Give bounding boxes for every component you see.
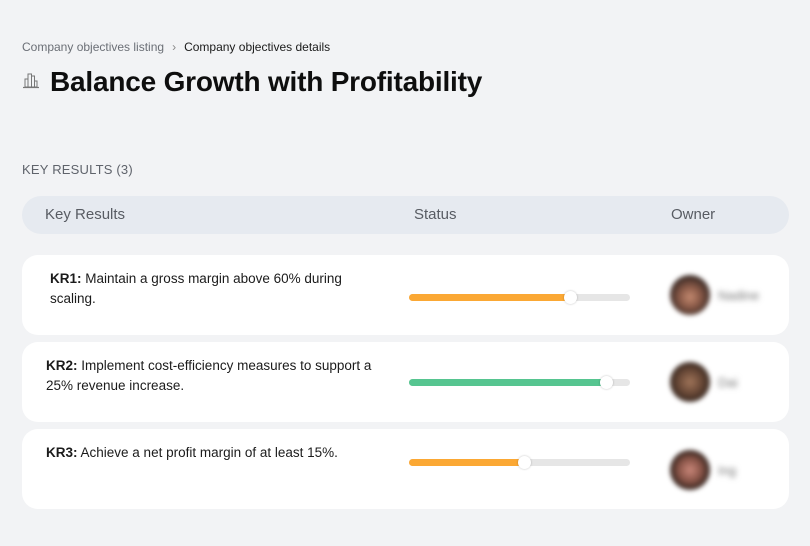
progress-knob — [517, 456, 531, 469]
avatar — [670, 450, 710, 490]
owner-name: Ing — [718, 462, 737, 478]
avatar — [670, 362, 710, 402]
owner-name: Nadine — [718, 287, 760, 303]
breadcrumb-objectives-listing-link[interactable]: Company objectives listing — [22, 40, 165, 54]
breadcrumb-current-page: Company objectives details — [184, 40, 331, 54]
key-result-row[interactable]: KR1: Maintain a gross margin above 60% d… — [22, 255, 789, 335]
progress-knob — [599, 376, 613, 389]
key-result-id: KR1: — [50, 271, 82, 286]
owner-name: Dai — [718, 374, 738, 390]
progress-bar — [409, 291, 630, 304]
key-results-table-header: Key Results Status Owner — [22, 196, 789, 234]
progress-fill — [409, 379, 606, 386]
key-result-description: Achieve a net profit margin of at least … — [77, 445, 338, 460]
key-result-id: KR2: — [46, 358, 78, 373]
progress-bar — [409, 376, 630, 389]
buildings-icon — [22, 71, 40, 94]
key-result-text: KR1: Maintain a gross margin above 60% d… — [50, 269, 375, 309]
chevron-right-icon: › — [172, 40, 177, 54]
key-result-id: KR3: — [46, 445, 78, 460]
breadcrumb: Company objectives listing › Company obj… — [22, 40, 330, 54]
key-results-count-label: KEY RESULTS (3) — [22, 162, 133, 177]
column-header-owner: Owner — [671, 206, 716, 223]
owner-cell[interactable]: Ing — [670, 450, 736, 490]
progress-bar — [409, 456, 630, 469]
key-result-row[interactable]: KR2: Implement cost-efficiency measures … — [22, 342, 789, 422]
progress-knob — [564, 291, 578, 304]
owner-cell[interactable]: Dai — [670, 362, 738, 402]
key-result-row[interactable]: KR3: Achieve a net profit margin of at l… — [22, 429, 789, 509]
progress-fill — [409, 459, 524, 466]
key-result-text: KR3: Achieve a net profit margin of at l… — [46, 443, 371, 463]
key-result-description: Maintain a gross margin above 60% during… — [50, 271, 342, 306]
owner-cell[interactable]: Nadine — [670, 275, 759, 315]
column-header-key-results: Key Results — [45, 206, 126, 223]
page-header: Balance Growth with Profitability — [22, 66, 482, 98]
column-header-status: Status — [414, 206, 457, 223]
page-title: Balance Growth with Profitability — [50, 66, 483, 97]
key-result-text: KR2: Implement cost-efficiency measures … — [46, 356, 372, 396]
progress-fill — [409, 294, 571, 301]
key-result-description: Implement cost-efficiency measures to su… — [46, 358, 372, 393]
avatar — [670, 275, 710, 315]
